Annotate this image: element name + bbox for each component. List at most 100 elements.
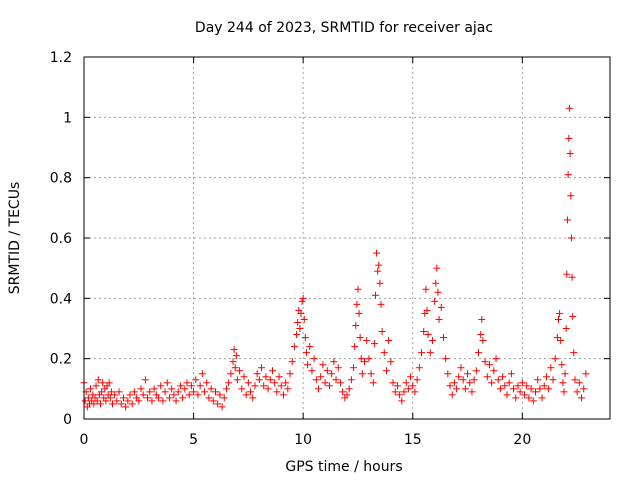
data-point	[273, 388, 281, 396]
data-point	[534, 376, 542, 384]
data-point	[81, 397, 89, 405]
data-point	[260, 382, 268, 390]
data-point	[230, 346, 238, 354]
data-point	[113, 397, 121, 405]
data-point	[510, 385, 518, 393]
data-point	[488, 379, 496, 387]
data-point	[355, 309, 363, 317]
data-point	[212, 388, 219, 396]
data-point	[170, 391, 178, 399]
data-point	[150, 385, 158, 393]
data-point	[558, 361, 566, 369]
data-point	[442, 355, 450, 363]
data-point	[556, 309, 564, 317]
data-point	[135, 397, 143, 405]
data-point	[253, 370, 261, 378]
data-point	[492, 355, 500, 363]
data-point	[275, 373, 283, 381]
data-point	[105, 379, 113, 387]
data-point	[516, 388, 524, 396]
data-point	[529, 397, 537, 405]
data-point	[357, 355, 365, 363]
data-point	[518, 379, 526, 387]
data-point	[310, 355, 318, 363]
data-point	[578, 394, 586, 402]
data-point	[564, 171, 572, 179]
data-point	[205, 394, 213, 402]
data-point	[187, 382, 195, 390]
data-point	[549, 376, 557, 384]
data-point	[323, 367, 331, 375]
data-point	[450, 379, 458, 387]
y-tick-label: 0.4	[50, 291, 72, 307]
data-point	[448, 391, 456, 399]
data-point	[108, 400, 116, 408]
data-point	[422, 285, 430, 293]
data-point	[407, 373, 415, 381]
axis-tick-labels: 0 5 10 15 20 0 0.2 0.4 0.6 0.8 1 1.2	[50, 50, 532, 448]
data-point	[420, 328, 428, 336]
data-point	[547, 364, 555, 372]
data-point	[483, 373, 491, 381]
data-point	[294, 318, 302, 326]
data-point	[385, 337, 393, 345]
data-point	[222, 385, 230, 393]
data-point	[251, 382, 259, 390]
data-point	[432, 279, 440, 287]
x-tick-label: 20	[513, 432, 531, 448]
data-point	[352, 321, 360, 329]
data-point	[96, 400, 104, 408]
data-point	[255, 376, 263, 384]
data-point	[554, 315, 562, 323]
data-point	[575, 379, 583, 387]
data-point	[190, 388, 198, 396]
data-point	[367, 370, 375, 378]
data-point	[557, 337, 565, 345]
data-point	[415, 364, 423, 372]
data-point	[233, 376, 241, 384]
data-point	[354, 285, 362, 293]
y-tick-label: 0.8	[50, 171, 72, 187]
data-point	[119, 394, 127, 402]
data-point	[374, 267, 382, 275]
data-point	[198, 370, 206, 378]
data-point	[365, 355, 373, 363]
y-tick-label: 0	[63, 412, 72, 428]
data-point	[99, 379, 107, 387]
data-point	[157, 382, 165, 390]
data-point	[428, 337, 436, 345]
data-point	[271, 379, 279, 387]
data-point	[351, 343, 359, 351]
data-point	[521, 391, 529, 399]
data-point	[298, 297, 306, 305]
data-point	[92, 382, 100, 390]
data-point	[459, 376, 467, 384]
data-point	[93, 397, 101, 405]
x-tick-label: 10	[294, 432, 312, 448]
data-point	[437, 303, 445, 311]
data-point	[334, 364, 342, 372]
data-point	[102, 397, 110, 405]
data-point	[380, 349, 388, 357]
data-point	[262, 373, 270, 381]
data-point	[570, 349, 578, 357]
y-tick-label: 1	[63, 110, 72, 126]
data-point	[536, 385, 544, 393]
data-point	[165, 394, 173, 402]
data-point	[559, 379, 567, 387]
data-point	[396, 391, 404, 399]
data-point	[434, 288, 442, 296]
data-point	[411, 388, 419, 396]
data-point	[345, 385, 353, 393]
data-point	[402, 379, 410, 387]
data-point	[475, 349, 482, 357]
data-point	[565, 104, 573, 112]
data-point	[540, 382, 548, 390]
data-point	[98, 388, 106, 396]
data-point	[478, 315, 486, 323]
data-point	[325, 382, 333, 390]
data-point	[266, 376, 274, 384]
data-point	[512, 394, 520, 402]
data-point	[115, 388, 123, 396]
